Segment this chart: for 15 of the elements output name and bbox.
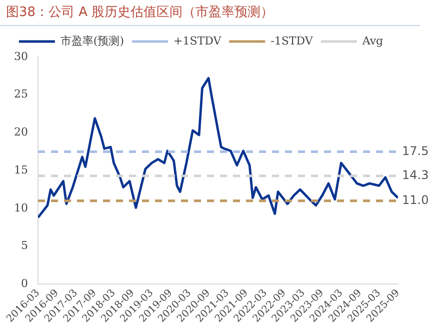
y-tick-label: 15 — [14, 163, 28, 176]
y-tick-label: 20 — [14, 126, 28, 139]
legend-label: -1STDV — [270, 34, 314, 48]
chart-title: 图38：公司 A 股历史估值区间（市盈率预测） — [0, 0, 420, 26]
y-tick-label: 30 — [14, 50, 28, 63]
data-label: 14.3 — [402, 168, 429, 182]
data-label: 11.0 — [402, 192, 429, 207]
y-tick-label: 25 — [14, 88, 28, 101]
legend-label: +1STDV — [174, 34, 222, 48]
y-tick-label: 5 — [20, 239, 28, 252]
data-label: 17.5 — [402, 144, 429, 158]
y-tick-label: 0 — [20, 276, 28, 290]
legend-label: 市盈率(预测) — [60, 34, 124, 48]
legend-label: Avg — [361, 34, 384, 48]
y-tick-label: 10 — [14, 201, 28, 214]
